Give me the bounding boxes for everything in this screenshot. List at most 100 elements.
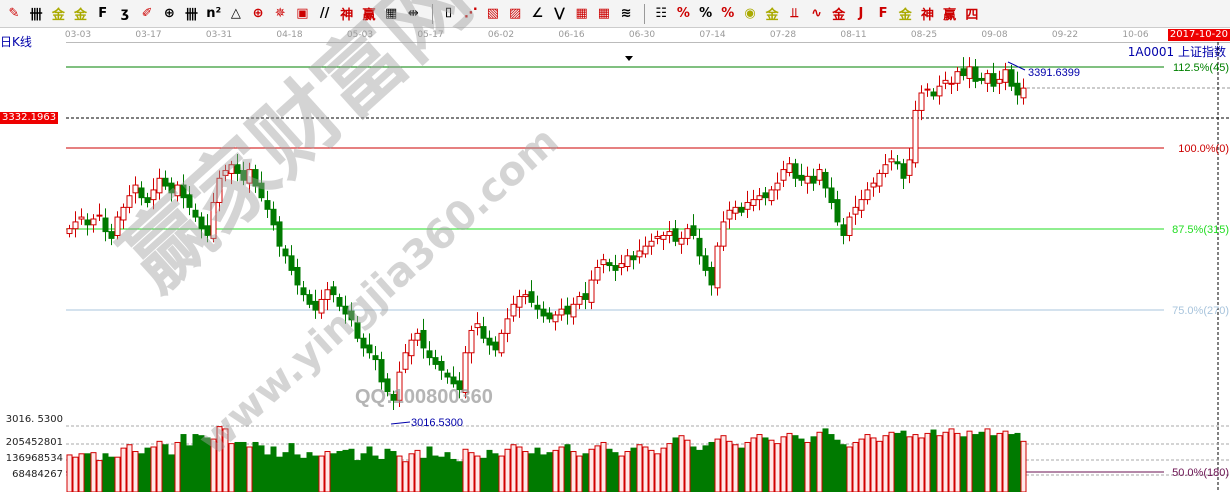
candle <box>372 345 379 371</box>
shen-icon[interactable]: 神 <box>340 8 354 23</box>
target-icon[interactable]: ⊕ <box>252 6 264 21</box>
candle-body <box>732 206 739 214</box>
x-tick-label: 09-08 <box>981 30 1008 40</box>
candle <box>510 295 517 322</box>
volume-bar <box>762 437 769 492</box>
candle-body <box>906 159 913 176</box>
fan-box-icon[interactable]: ▧ <box>486 6 500 21</box>
candle-body <box>300 287 307 296</box>
high-annotation: 3391.6399 <box>1028 67 1080 79</box>
pen-icon[interactable]: ✎ <box>8 6 20 21</box>
candle <box>978 72 985 85</box>
volume-bar <box>342 449 349 492</box>
v-icon[interactable]: ⋁ <box>554 6 565 21</box>
f-angle-icon[interactable]: F <box>878 6 888 21</box>
volume-bar <box>894 432 901 492</box>
candle <box>474 312 481 336</box>
candle-body <box>822 171 829 189</box>
candle-body <box>432 357 439 365</box>
volume-bar <box>630 447 637 492</box>
si-angle-icon[interactable]: 四 <box>965 8 979 23</box>
candle <box>288 245 295 276</box>
volume-bar <box>642 446 649 492</box>
volume-bar <box>72 456 79 492</box>
candle-body <box>396 371 403 401</box>
candle <box>858 189 865 219</box>
gold-line2-icon[interactable]: 金 <box>74 8 88 23</box>
candle-body <box>150 189 157 201</box>
volume-bar <box>1008 434 1015 492</box>
percent-line-icon[interactable]: % <box>721 6 735 21</box>
grid-lines-icon[interactable]: 卌 <box>29 8 43 23</box>
shen-angle-icon[interactable]: 神 <box>920 8 934 23</box>
f-line-icon[interactable]: F <box>98 6 108 21</box>
candle-body <box>270 208 277 226</box>
volume-bar <box>702 445 709 492</box>
gold-lines-icon[interactable]: 金 <box>765 8 779 23</box>
fan-box2-icon[interactable]: ▨ <box>508 6 522 21</box>
low-annotation: 3016.5300 <box>411 417 463 429</box>
volume-bar <box>66 454 73 492</box>
volume-bar <box>378 458 385 492</box>
volume-bar <box>594 445 601 492</box>
gold-box-icon[interactable]: 金 <box>832 8 846 23</box>
volume-bar <box>678 435 685 492</box>
volume-bar <box>1014 432 1021 492</box>
n2-icon[interactable]: n² <box>206 6 222 21</box>
candle-body <box>936 85 943 97</box>
slash-icon[interactable]: // <box>319 6 330 21</box>
volume-bar <box>474 455 481 492</box>
ying-angle-icon[interactable]: 赢 <box>943 8 957 23</box>
volume-bar <box>468 452 475 492</box>
candle <box>522 289 529 305</box>
box-icon[interactable]: ⌷ <box>444 6 453 21</box>
parallel-lines-icon[interactable]: 卌 <box>184 8 198 23</box>
candle <box>198 212 205 239</box>
candle-fan-icon[interactable]: ⫫ <box>790 6 799 21</box>
grid-box-icon[interactable]: ▦ <box>575 6 588 21</box>
table-icon[interactable]: ▦ <box>385 6 398 21</box>
volume-bar <box>726 440 733 492</box>
candle-body <box>792 163 799 179</box>
candle-body <box>318 298 325 314</box>
candle-body <box>348 310 355 321</box>
volume-bar <box>870 437 877 492</box>
candle-body <box>600 259 607 266</box>
candle-body <box>840 224 847 236</box>
candle <box>594 259 601 284</box>
candle <box>852 195 859 225</box>
candle <box>384 373 391 397</box>
gold-coin-icon[interactable]: ◉ <box>744 6 756 21</box>
candle-body <box>108 231 115 239</box>
candle-body <box>336 297 343 307</box>
paint-icon[interactable]: ✐ <box>141 6 153 21</box>
percent-box-icon[interactable]: % <box>676 6 690 21</box>
triangle-icon[interactable]: △ <box>230 6 241 21</box>
percent-icon[interactable]: % <box>699 6 713 21</box>
candle <box>672 219 679 247</box>
square-target-icon[interactable]: ▣ <box>296 6 309 21</box>
candle-body <box>660 234 667 240</box>
price-table-icon[interactable]: ☷ <box>655 6 668 21</box>
fan-icon[interactable]: ⋰ <box>464 6 478 21</box>
angle-icon[interactable]: ∠ <box>531 6 544 21</box>
circle-grid-icon[interactable]: ⊕ <box>163 6 175 21</box>
period-label[interactable]: 日K线 <box>0 35 32 49</box>
candle <box>234 154 241 182</box>
wave-icon[interactable]: ∿ <box>811 6 823 21</box>
star-icon[interactable]: ✵ <box>274 6 286 21</box>
measure-icon[interactable]: ⇹ <box>407 6 419 21</box>
candle <box>516 289 523 318</box>
candle <box>282 245 289 264</box>
gold-line-icon[interactable]: 金 <box>51 8 65 23</box>
gold-angle-icon[interactable]: 金 <box>898 8 912 23</box>
volume-bar <box>558 446 565 492</box>
diagonal-lines-icon[interactable]: ≋ <box>620 6 632 21</box>
spiral-icon[interactable]: ʒ <box>120 6 130 21</box>
j-angle-icon[interactable]: J <box>858 6 864 21</box>
ying-icon[interactable]: 赢 <box>362 8 376 23</box>
grid-box2-icon[interactable]: ▦ <box>597 6 611 21</box>
candle <box>270 201 277 231</box>
